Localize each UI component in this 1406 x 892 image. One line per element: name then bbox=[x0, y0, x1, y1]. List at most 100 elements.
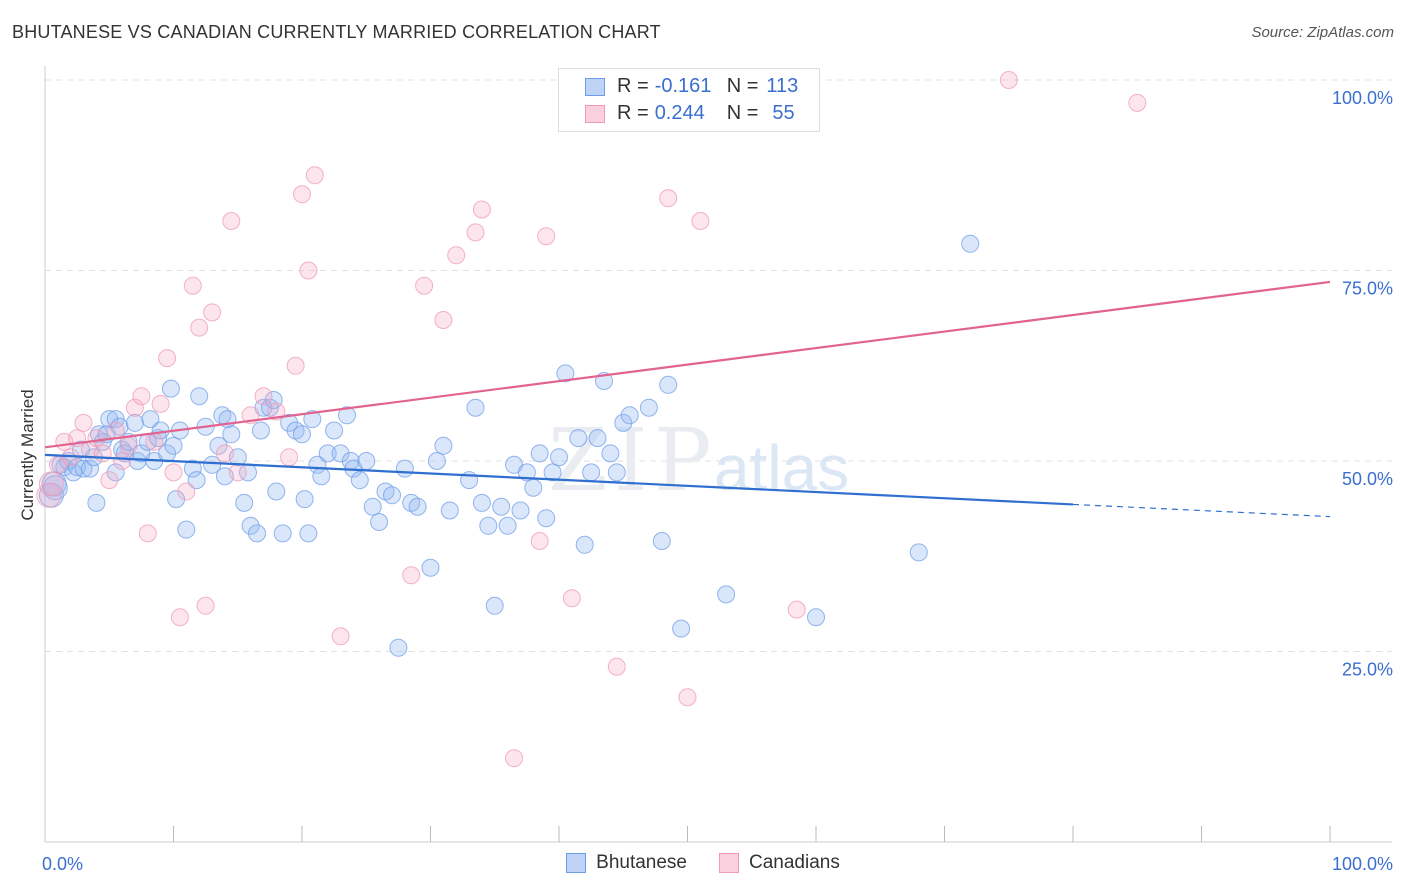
data-point-canadians bbox=[164, 463, 183, 482]
data-point-canadians bbox=[999, 71, 1018, 89]
data-point-canadians bbox=[119, 436, 138, 455]
data-point-bhutanese bbox=[440, 501, 459, 520]
data-point-bhutanese bbox=[158, 444, 177, 463]
n-label: N = bbox=[726, 75, 759, 97]
data-point-bhutanese bbox=[479, 516, 498, 535]
data-point-bhutanese bbox=[318, 444, 337, 463]
data-point-canadians bbox=[132, 387, 151, 406]
data-point-bhutanese bbox=[295, 490, 314, 509]
data-point-bhutanese bbox=[569, 429, 588, 448]
data-point-canadians bbox=[125, 398, 144, 417]
data-point-canadians bbox=[1128, 93, 1147, 112]
data-point-canadians bbox=[138, 524, 157, 543]
data-point-bhutanese bbox=[543, 463, 562, 482]
n-value: 113 bbox=[766, 75, 799, 97]
data-point-bhutanese bbox=[183, 459, 202, 478]
data-point-bhutanese bbox=[357, 452, 376, 470]
data-point-bhutanese bbox=[395, 459, 414, 478]
data-point-bhutanese bbox=[331, 444, 350, 463]
data-point-bhutanese bbox=[161, 379, 180, 398]
stats-legend: R = -0.161 N = 113 R = 0.244 N = 55 bbox=[558, 68, 820, 132]
x-tick-label-min: 0.0% bbox=[42, 854, 83, 874]
data-point-bhutanese bbox=[556, 364, 575, 383]
data-point-bhutanese bbox=[273, 524, 292, 543]
data-point-canadians bbox=[38, 471, 64, 497]
data-point-canadians bbox=[267, 402, 286, 421]
data-point-bhutanese bbox=[280, 413, 299, 432]
data-point-bhutanese bbox=[652, 532, 671, 550]
data-point-bhutanese bbox=[338, 406, 356, 425]
data-point-bhutanese bbox=[350, 471, 369, 490]
data-point-bhutanese bbox=[177, 520, 196, 539]
data-point-bhutanese bbox=[601, 444, 620, 463]
data-point-canadians bbox=[183, 276, 202, 295]
data-point-canadians bbox=[447, 246, 466, 265]
data-point-bhutanese bbox=[807, 608, 825, 627]
data-point-canadians bbox=[100, 471, 119, 490]
trend-lines bbox=[44, 280, 1331, 518]
data-point-canadians bbox=[87, 429, 106, 448]
data-point-canadians bbox=[286, 356, 305, 375]
chart-title: BHUTANESE VS CANADIAN CURRENTLY MARRIED … bbox=[12, 22, 661, 42]
data-point-canadians bbox=[787, 600, 806, 619]
data-point-bhutanese bbox=[383, 486, 401, 505]
data-point-canadians bbox=[74, 413, 93, 432]
data-point-bhutanese bbox=[325, 421, 344, 440]
legend-swatch-bhutanese bbox=[566, 853, 587, 873]
data-point-bhutanese bbox=[81, 459, 99, 478]
data-point-bhutanese bbox=[620, 406, 639, 425]
data-point-bhutanese bbox=[235, 493, 254, 512]
data-point-bhutanese bbox=[639, 398, 658, 417]
stats-row-bhutanese: R = -0.161 N = 113 bbox=[559, 73, 798, 100]
data-point-canadians bbox=[177, 482, 196, 501]
data-point-canadians bbox=[280, 448, 299, 467]
data-point-canadians bbox=[228, 463, 247, 482]
data-point-bhutanese bbox=[717, 585, 736, 604]
data-point-bhutanese bbox=[241, 516, 260, 535]
data-point-bhutanese bbox=[582, 463, 601, 482]
data-point-bhutanese bbox=[203, 455, 222, 474]
r-label: R = bbox=[617, 75, 649, 97]
series-legend: Bhutanese Canadians bbox=[0, 852, 1406, 874]
r-value: 0.244 bbox=[654, 102, 705, 124]
data-point-bhutanese bbox=[209, 436, 228, 455]
data-point-canadians bbox=[170, 608, 189, 627]
data-point-bhutanese bbox=[550, 448, 568, 467]
legend-item-bhutanese[interactable]: Bhutanese bbox=[566, 852, 687, 874]
data-point-bhutanese bbox=[961, 234, 980, 253]
data-point-bhutanese bbox=[141, 410, 160, 429]
data-point-canadians bbox=[145, 432, 164, 451]
data-point-bhutanese bbox=[74, 459, 93, 478]
data-point-bhutanese bbox=[511, 501, 530, 520]
data-point-bhutanese bbox=[299, 524, 318, 543]
data-point-bhutanese bbox=[588, 429, 607, 448]
legend-item-canadians[interactable]: Canadians bbox=[719, 852, 840, 874]
data-point-bhutanese bbox=[434, 436, 453, 455]
y-tick-label: 100.0% bbox=[1332, 88, 1393, 108]
data-point-bhutanese bbox=[363, 497, 382, 516]
x-tick-label-max: 100.0% bbox=[1332, 854, 1393, 874]
data-point-canadians bbox=[293, 185, 311, 204]
data-point-bhutanese bbox=[267, 482, 286, 501]
data-point-bhutanese bbox=[498, 516, 517, 535]
data-point-canadians bbox=[222, 212, 241, 230]
source-label: Source: ZipAtlas.com bbox=[1251, 24, 1394, 41]
data-point-canadians bbox=[678, 688, 697, 707]
gridlines bbox=[45, 79, 1392, 652]
data-point-bhutanese bbox=[87, 493, 106, 512]
data-point-bhutanese bbox=[222, 425, 241, 444]
data-point-canadians bbox=[203, 303, 222, 322]
data-point-canadians bbox=[305, 166, 324, 185]
data-point-bhutanese bbox=[408, 497, 427, 516]
data-point-canadians bbox=[434, 311, 453, 329]
data-point-canadians bbox=[196, 596, 215, 615]
data-points bbox=[36, 71, 1147, 768]
data-point-canadians bbox=[93, 444, 112, 463]
data-point-bhutanese bbox=[472, 493, 491, 512]
data-point-canadians bbox=[190, 318, 209, 337]
data-point-canadians bbox=[415, 276, 434, 295]
data-point-bhutanese bbox=[485, 596, 504, 615]
y-tick-label: 50.0% bbox=[1342, 469, 1393, 489]
stats-row-canadians: R = 0.244 N = 55 bbox=[559, 100, 795, 127]
